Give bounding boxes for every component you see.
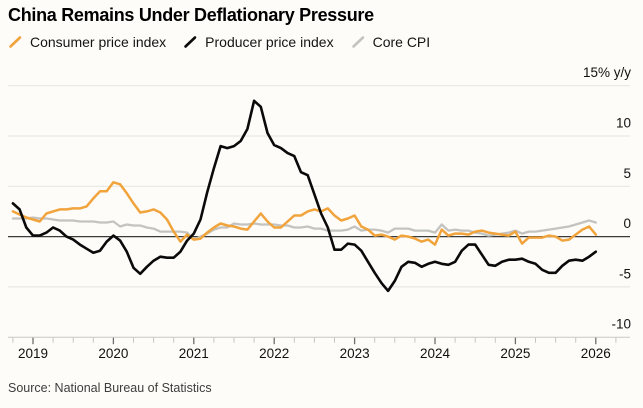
- core-cpi-line-swatch-icon: [351, 36, 364, 48]
- y-axis-label: -10: [611, 317, 631, 332]
- x-axis-label: 2021: [179, 346, 209, 361]
- legend-item-ppi: Producer price index: [183, 34, 334, 50]
- legend-label-ppi: Producer price index: [205, 34, 334, 50]
- chart-title: China Remains Under Deflationary Pressur…: [8, 5, 374, 25]
- legend-item-core-cpi: Core CPI: [351, 34, 431, 50]
- y-axis-label: -5: [619, 266, 631, 281]
- source-note: Source: National Bureau of Statistics: [8, 381, 212, 395]
- x-axis-label: 2019: [18, 346, 48, 361]
- x-axis-label: 2026: [581, 346, 611, 361]
- y-axis-label: 0: [623, 216, 631, 231]
- legend: Consumer price index Producer price inde…: [8, 34, 447, 50]
- consumer-price-index-line: [11, 181, 598, 246]
- legend-label-core-cpi: Core CPI: [372, 34, 431, 50]
- y-axis-label: 10: [616, 116, 631, 131]
- y-axis-label: 15% y/y: [583, 65, 631, 80]
- x-axis-label: 2020: [98, 346, 128, 361]
- y-axis-label: 5: [623, 166, 631, 181]
- legend-label-cpi: Consumer price index: [30, 34, 167, 50]
- legend-item-cpi: Consumer price index: [8, 34, 166, 50]
- x-axis-label: 2025: [500, 346, 530, 361]
- producer-price-index-line: [11, 99, 598, 293]
- x-axis-label: 2024: [420, 346, 451, 361]
- x-axis-label: 2023: [340, 346, 370, 361]
- ppi-line-swatch-icon: [184, 36, 197, 48]
- x-axis-label: 2022: [259, 346, 289, 361]
- cpi-line-swatch-icon: [9, 36, 22, 48]
